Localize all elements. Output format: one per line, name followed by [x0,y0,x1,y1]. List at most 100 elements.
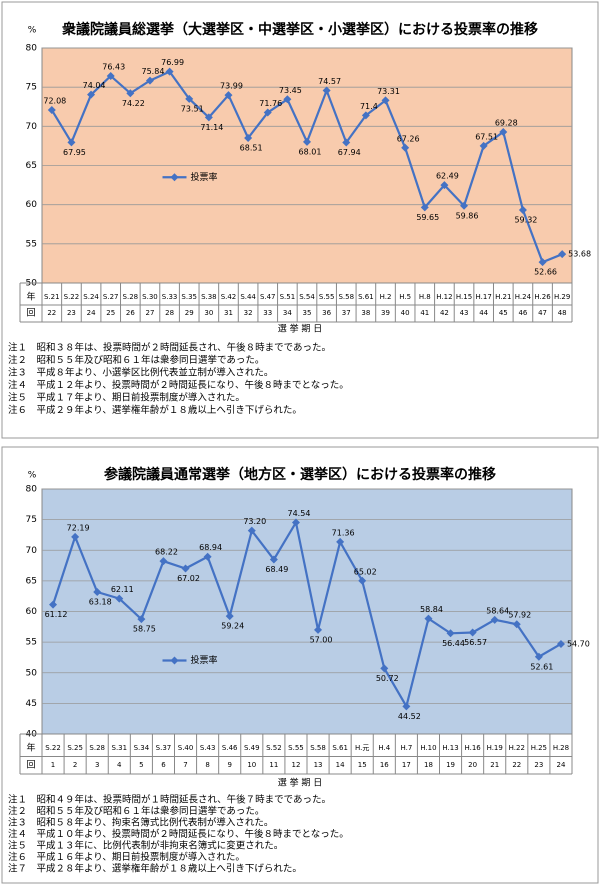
legend-label: 投票率 [191,654,218,666]
x-tick-label: S.21 [44,293,60,301]
data-label: 44.52 [398,712,421,721]
data-label: 73.20 [243,517,266,526]
data-label: 73.99 [220,82,243,91]
point [49,600,58,609]
x-tick-label: S.54 [299,293,315,301]
point [468,628,477,637]
x-tick-label: S.38 [201,293,217,301]
legend-marker [170,656,179,665]
note: 注６ 平成２９年より、選挙権年齢が１８歳以上へ引き下げられた。 [8,404,302,416]
x-tick-label: S.28 [123,293,139,301]
x-tick-label: 30 [204,309,213,317]
x-tick-label: S.22 [64,293,80,301]
data-label: 67.51 [475,132,498,141]
data-label: 76.43 [102,62,125,71]
y-tick-label: 60 [26,607,38,617]
x-tick-label: H.25 [531,744,547,752]
x-tick-label: H.5 [399,293,411,301]
series-line [51,519,562,710]
x-tick-label: 23 [67,309,76,317]
x-tick-label: 22 [512,761,521,769]
y-unit: % [28,471,37,481]
x-tick-label: 27 [146,309,155,317]
point [424,614,433,623]
point [314,625,323,634]
note: 注３ 平成８年より、小選挙区比例代表並立制が導入された。 [8,367,273,379]
point [460,201,469,210]
data-label: 76.99 [161,58,184,67]
x-tick-label: 11 [269,761,278,769]
point [512,620,521,629]
x-tick-label: S.37 [156,744,172,752]
point [342,138,351,147]
y-tick-label: 55 [26,638,37,648]
data-label: 74.22 [122,99,145,108]
point [87,90,96,99]
x-tick-label: H.26 [534,293,551,301]
y-tick-label: 50 [26,668,38,678]
note: 注２ 昭和５５年及び昭和６１年は衆参同日選挙であった。 [8,354,264,366]
data-label: 65.02 [354,567,377,576]
data-label: 73.45 [279,86,302,95]
x-tick-label: S.61 [358,293,374,301]
point [446,629,455,638]
x-tick-label: 13 [314,761,323,769]
point [479,141,488,150]
x-tick-label: S.25 [67,744,83,752]
x-tick-label: 32 [244,309,253,317]
point [336,537,345,546]
data-label: 71.76 [259,99,282,108]
x-tick-label: H.15 [456,293,472,301]
x-tick-label: 10 [247,761,256,769]
point [291,518,300,527]
point [244,134,253,143]
data-label: 73.51 [181,104,204,113]
x-tick-label: S.35 [181,293,197,301]
chart-title: 衆議院議員総選挙（大選挙区・中選挙区・小選挙区）における投票率の推移 [62,21,538,38]
point [381,96,390,105]
data-label: 75.84 [142,67,165,76]
data-label: 63.18 [89,598,112,607]
x-tick-label: 17 [402,761,411,769]
data-label: 68.22 [155,548,178,557]
x-tick-label: 29 [185,309,194,317]
x-tick-label: 14 [336,761,345,769]
x-tick-label: 22 [47,309,56,317]
data-label: 67.26 [397,134,420,143]
x-tick-label: 43 [460,309,469,317]
data-label: 68.49 [265,565,288,574]
note: 注６ 平成１６年より、期日前投票制度が導入された。 [8,851,245,863]
data-label: 58.64 [486,606,509,615]
row-label: 回 [26,308,35,319]
y-tick-label: 70 [26,122,38,132]
x-tick-label: 35 [303,309,312,317]
point [490,615,499,624]
x-tick-label: 41 [420,309,429,317]
point [402,702,411,711]
x-tick-label: 18 [424,761,433,769]
x-tick-label: 21 [490,761,499,769]
x-tick-label: S.30 [142,293,158,301]
point [159,557,168,566]
x-tick-label: H.7 [400,744,412,752]
data-label: 69.28 [495,118,518,127]
data-label: 59.86 [456,211,479,220]
point [440,181,449,190]
x-tick-label: S.42 [221,293,237,301]
x-tick-label: 19 [446,761,455,769]
x-tick-label: H.19 [487,744,503,752]
x-tick-label: 2 [73,761,77,769]
data-label: 67.02 [177,574,200,583]
point [67,138,76,147]
y-tick-label: 80 [26,44,38,54]
data-label: 52.61 [530,662,553,671]
data-label: 56.57 [464,638,487,647]
data-label: 56.44 [442,639,465,648]
x-tick-label: S.55 [319,293,335,301]
data-label: 57.92 [508,611,531,620]
x-tick-label: H.21 [495,293,511,301]
point [247,526,256,535]
x-tick-label: H.28 [553,744,569,752]
point [380,664,389,673]
y-tick-label: 55 [26,239,37,249]
